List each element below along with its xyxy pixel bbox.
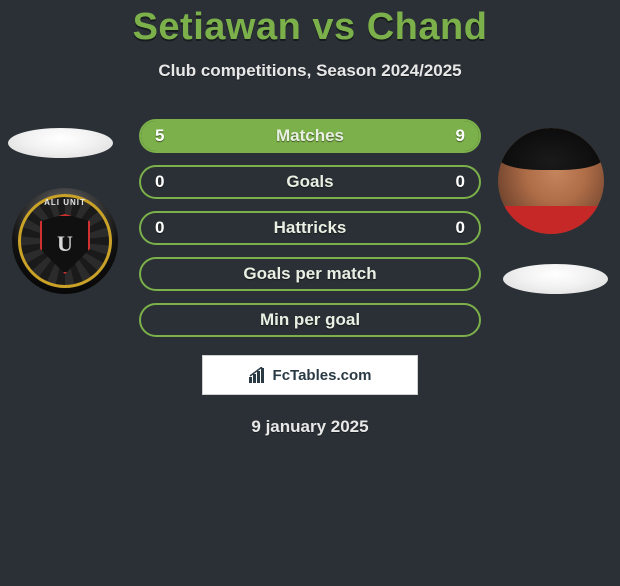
player-photo	[498, 128, 604, 234]
stat-right-value: 0	[456, 218, 465, 238]
stat-label: Min per goal	[260, 310, 360, 330]
stat-row: Goals per match	[139, 257, 481, 291]
stat-row: Min per goal	[139, 303, 481, 337]
right-country-ellipse	[503, 264, 608, 294]
brand-badge: FcTables.com	[202, 355, 418, 395]
stat-row: 5 Matches 9	[139, 119, 481, 153]
page-title: Setiawan vs Chand	[0, 6, 620, 49]
subtitle: Club competitions, Season 2024/2025	[0, 61, 620, 81]
stat-label: Goals per match	[243, 264, 376, 284]
club-badge: ALI UNIT U	[12, 188, 118, 294]
stat-label: Goals	[286, 172, 333, 192]
stat-right-value: 9	[456, 126, 465, 146]
left-player-avatar: ALI UNIT U	[12, 188, 118, 294]
date-label: 9 january 2025	[0, 417, 620, 437]
right-player-avatar	[498, 128, 604, 234]
stat-row: 0 Goals 0	[139, 165, 481, 199]
stat-left-value: 0	[155, 218, 164, 238]
stat-left-value: 5	[155, 126, 164, 146]
badge-top-text: ALI UNIT	[12, 198, 118, 207]
brand-chart-icon	[249, 367, 269, 383]
stat-row: 0 Hattricks 0	[139, 211, 481, 245]
left-country-ellipse	[8, 128, 113, 158]
stat-label: Hattricks	[274, 218, 347, 238]
stat-right-value: 0	[456, 172, 465, 192]
brand-text: FcTables.com	[273, 367, 372, 384]
stat-label: Matches	[276, 126, 344, 146]
stat-left-value: 0	[155, 172, 164, 192]
